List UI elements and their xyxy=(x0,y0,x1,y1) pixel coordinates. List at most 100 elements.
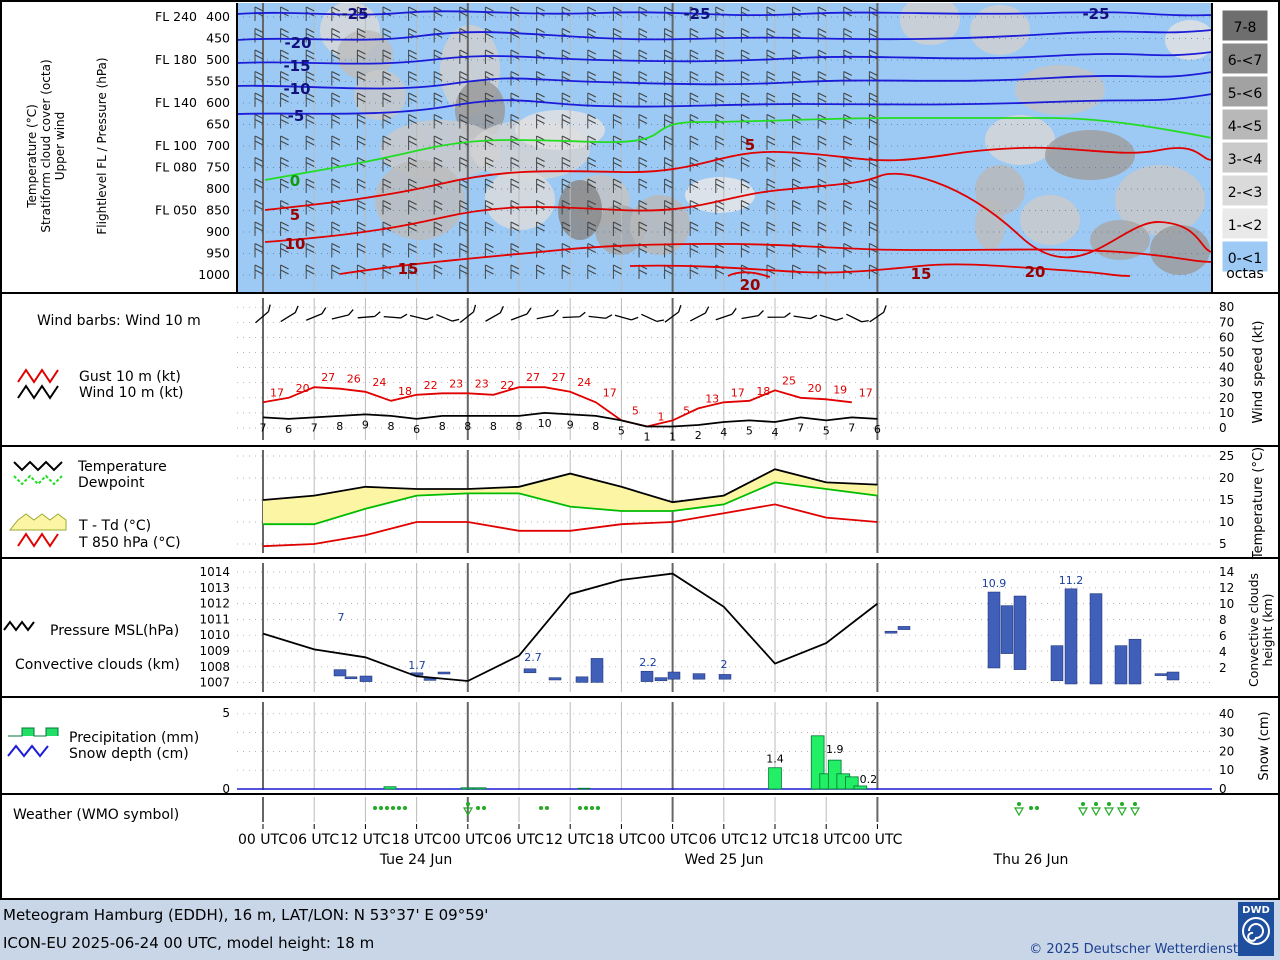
upper-wind-barb xyxy=(740,157,750,172)
upper-wind-barb xyxy=(638,92,648,107)
upper-wind-barb xyxy=(254,157,264,172)
upper-wind-barb xyxy=(305,135,315,150)
convective-cloud-bar xyxy=(987,591,1001,669)
temperature-tick: 25 xyxy=(1219,449,1234,463)
rain-dot-symbol xyxy=(539,806,543,810)
upper-wind-barb xyxy=(484,264,494,279)
upper-wind-barb xyxy=(408,243,417,258)
gust-legend-icon xyxy=(17,368,59,384)
upper-wind-barb xyxy=(536,178,545,193)
upper-wind-barb xyxy=(254,71,264,86)
wind-line xyxy=(262,411,878,428)
pressure-msl-tick: 1007 xyxy=(199,676,230,690)
upper-wind-barb xyxy=(817,135,827,150)
upper-wind-barb xyxy=(433,200,443,215)
upper-wind-barb xyxy=(408,114,417,129)
cloud-patch xyxy=(1090,220,1150,260)
convective-cloud-bar xyxy=(1050,645,1064,682)
gust-value-label: 13 xyxy=(705,392,719,405)
wind-value-label: 8 xyxy=(388,420,395,433)
convective-cloud-bar xyxy=(640,670,654,682)
upper-wind-barb xyxy=(433,243,443,258)
octas-swatch xyxy=(1221,174,1269,207)
wind-value-label: 8 xyxy=(336,420,343,433)
convective-height-tick: 12 xyxy=(1219,581,1234,595)
upper-wind-barb xyxy=(433,114,443,129)
gust-value-label: 22 xyxy=(500,379,514,392)
upper-wind-barb xyxy=(689,92,699,107)
wind-barb xyxy=(846,313,869,323)
isotherm-label: 5 xyxy=(745,136,755,154)
upper-wind-barb xyxy=(510,28,520,43)
precipitation-bar xyxy=(383,786,397,790)
day-label: Tue 24 Jun xyxy=(379,852,453,868)
upper-wind-barb xyxy=(561,114,571,129)
octas-legend-label: 5-<6 xyxy=(1228,86,1263,102)
temperature-axis-label: Temperature (°C) xyxy=(1251,447,1266,560)
upper-wind-barb xyxy=(612,28,622,43)
upper-wind-barb xyxy=(612,200,622,215)
upper-wind-barb xyxy=(664,178,673,193)
wind-tick: 60 xyxy=(1219,330,1234,344)
convective-height-tick: 14 xyxy=(1219,565,1234,579)
upper-wind-barb xyxy=(331,264,341,279)
precipitation-bar xyxy=(577,787,591,790)
octas-legend-label: 3-<4 xyxy=(1228,152,1263,168)
upper-wind-barb xyxy=(382,135,392,150)
rain-dot-symbol xyxy=(1035,806,1039,810)
upper-wind-barb xyxy=(843,200,853,215)
wind-value-label: 4 xyxy=(720,426,727,439)
upper-wind-barb xyxy=(305,28,315,43)
upper-wind-barb xyxy=(638,200,648,215)
upper-wind-barb xyxy=(331,243,341,258)
rain-dot-symbol xyxy=(391,806,395,810)
wind-value-label: 5 xyxy=(618,424,625,437)
pressure-msl-tick: 1008 xyxy=(199,660,230,674)
precipitation-tick: 5 xyxy=(222,706,230,720)
precip-legend-label: Precipitation (mm) xyxy=(69,730,199,746)
upper-wind-barb xyxy=(664,114,673,129)
pressure-tick: 400 xyxy=(206,9,230,24)
dewpoint-legend-label: Dewpoint xyxy=(78,475,145,491)
pressure-gridlines-msl xyxy=(237,563,1212,692)
pressure-tick: 800 xyxy=(206,181,230,196)
octas-legend-label: 4-<5 xyxy=(1228,119,1263,135)
upper-wind-barb xyxy=(843,243,853,258)
pressure-tick: 1000 xyxy=(198,267,230,282)
wind-barb xyxy=(664,304,682,323)
octas-legend-label: 6-<7 xyxy=(1228,53,1263,69)
upper-wind-barb xyxy=(817,71,827,86)
upper-wind-barb xyxy=(254,221,264,236)
convective-cloud-bar xyxy=(333,669,347,677)
convective-cloud-label: 2 xyxy=(721,658,728,671)
isotherm-0 xyxy=(264,117,1212,181)
octas-legend-label: 1-<2 xyxy=(1228,218,1263,234)
upper-wind-barb xyxy=(484,157,494,172)
upper-wind-barb xyxy=(408,135,417,150)
upper-wind-barb xyxy=(792,221,801,236)
rain-dot-symbol xyxy=(596,806,600,810)
convective-cloud-bar xyxy=(692,673,706,680)
convective-cloud-bar xyxy=(1128,638,1142,685)
wind-value-label: 1 xyxy=(669,430,676,443)
convective-legend-label: Convective clouds (km) xyxy=(15,657,180,673)
isotherm-label: -25 xyxy=(683,5,710,23)
pressure-axis-ticks: 400 450 500 550 600 650 700 750 800 850 900 950 1000… xyxy=(155,9,230,282)
rain-dot-symbol xyxy=(403,806,407,810)
wind-legend-icon xyxy=(17,384,59,400)
upper-wind-barb xyxy=(408,92,417,107)
wind-barb xyxy=(715,308,737,321)
snow-tick: 40 xyxy=(1219,707,1234,721)
upper-wind-barb xyxy=(868,28,878,43)
wind-10m-barbs xyxy=(255,304,887,324)
upper-wind-barb xyxy=(766,135,776,150)
gust-value-label: 5 xyxy=(683,404,690,417)
convective-axis-label-1: Convective clouds xyxy=(1246,573,1261,687)
flightlevel-tick: FL 050 xyxy=(155,203,197,218)
gust-value-label: 20 xyxy=(808,382,822,395)
wind-value-label: 5 xyxy=(746,424,753,437)
wind-barb xyxy=(614,314,639,321)
upper-wind-barb xyxy=(254,114,264,129)
t850-line xyxy=(262,503,878,548)
